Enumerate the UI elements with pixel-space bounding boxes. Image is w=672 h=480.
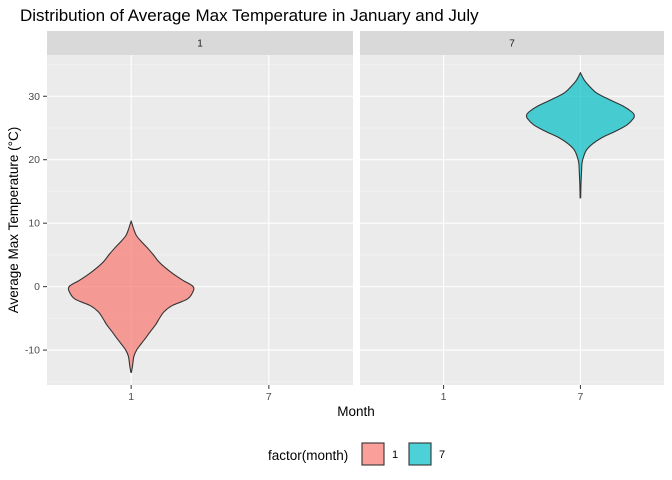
chart-title: Distribution of Average Max Temperature … <box>20 6 479 25</box>
x-tick-label: 1 <box>128 391 134 403</box>
legend-label-1: 1 <box>392 449 398 461</box>
facet-panel-1: 1 1 7 <box>47 31 353 403</box>
legend-title: factor(month) <box>268 448 348 463</box>
y-axis-title: Average Max Temperature (°C) <box>6 127 21 313</box>
x-tick-label: 7 <box>266 391 272 403</box>
y-tick-label: 30 <box>28 91 40 103</box>
legend-key-7 <box>408 442 432 466</box>
facet-strip-label: 7 <box>509 39 515 50</box>
violin-month-7 <box>525 71 635 199</box>
violin-month-1 <box>67 220 195 373</box>
legend-key-1 <box>361 442 385 466</box>
y-tick-label: 10 <box>28 218 40 230</box>
y-axis: -10 0 10 20 30 <box>25 91 47 357</box>
y-tick-label: 20 <box>28 154 40 166</box>
x-tick-label: 7 <box>577 391 583 403</box>
legend-label-7: 7 <box>439 449 445 461</box>
x-axis-title: Month <box>337 404 375 419</box>
facet-strip <box>360 31 664 55</box>
facet-panels: 1 1 7 7 1 7 <box>47 31 664 403</box>
legend: factor(month) 1 7 <box>268 442 445 466</box>
panel-background <box>47 55 353 385</box>
y-tick-label: -10 <box>25 345 40 357</box>
facet-strip-label: 1 <box>197 39 203 50</box>
y-tick-label: 0 <box>34 281 40 293</box>
x-tick-label: 1 <box>441 391 447 403</box>
facet-panel-7: 7 1 7 <box>360 31 664 403</box>
facet-strip <box>47 31 353 55</box>
